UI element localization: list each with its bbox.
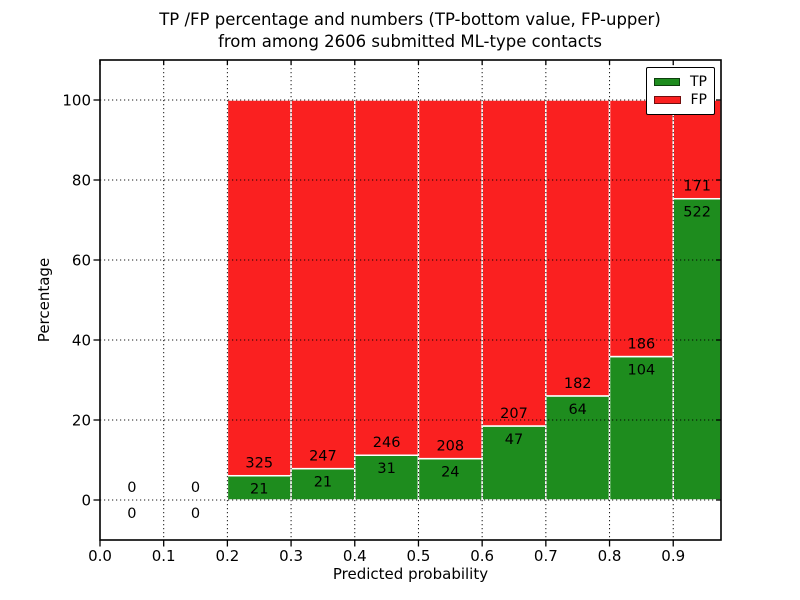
y-tick-label: 40 xyxy=(72,332,91,350)
x-tick-label: 0.3 xyxy=(279,547,303,565)
plot-border xyxy=(99,59,722,541)
fp-value-label: 208 xyxy=(436,439,464,455)
chart-title: TP /FP percentage and numbers (TP-bottom… xyxy=(18,9,800,53)
x-tick-label: 0.6 xyxy=(470,547,494,565)
x-axis-label: Predicted probability xyxy=(332,565,489,583)
x-tick-label: 0.7 xyxy=(534,547,558,565)
tp-value-label: 104 xyxy=(628,363,656,379)
tp-value-label: 522 xyxy=(683,205,711,221)
tp-bar-segment xyxy=(672,197,722,501)
tp-value-label: 64 xyxy=(568,402,586,418)
fp-value-label: 171 xyxy=(683,179,711,195)
tp-value-label: 24 xyxy=(441,465,459,481)
y-tick-label: 0 xyxy=(81,492,91,510)
tp-value-label: 21 xyxy=(314,475,332,491)
tp-bar-segment xyxy=(481,425,547,501)
tp-value-label: 21 xyxy=(250,482,268,498)
fp-bar-segment xyxy=(290,99,356,470)
fp-bar-segment xyxy=(608,99,674,358)
x-tick-label: 0.9 xyxy=(661,547,685,565)
fp-bar-segment xyxy=(226,99,292,477)
x-tick-label: 0.2 xyxy=(215,547,239,565)
fp-value-label: 182 xyxy=(564,376,592,392)
fp-bar-segment xyxy=(417,99,483,460)
legend-item-tp: TP xyxy=(654,75,707,89)
tp-value-label: 31 xyxy=(377,461,395,477)
x-tick-label: 0.0 xyxy=(88,547,112,565)
y-tick-label: 20 xyxy=(72,412,91,430)
fp-value-label: 246 xyxy=(373,435,401,451)
chart-title-line2: from among 2606 submitted ML-type contac… xyxy=(218,32,602,51)
y-tick-label: 100 xyxy=(62,92,91,110)
legend-item-fp: FP xyxy=(654,93,707,107)
fp-value-label: 325 xyxy=(245,456,273,472)
x-tick-label: 0.8 xyxy=(598,547,622,565)
legend: TP FP xyxy=(646,67,715,115)
fp-bar-segment xyxy=(354,99,420,456)
chart-title-line1: TP /FP percentage and numbers (TP-bottom… xyxy=(159,10,661,29)
x-tick-label: 0.1 xyxy=(152,547,176,565)
x-tick-label: 0.4 xyxy=(343,547,367,565)
tp-value-label: 0 xyxy=(191,506,200,522)
fp-value-label: 247 xyxy=(309,449,337,465)
legend-label-fp: FP xyxy=(690,92,708,109)
y-tick-label: 80 xyxy=(72,172,91,190)
fp-value-label: 0 xyxy=(191,480,200,496)
x-tick-label: 0.5 xyxy=(407,547,431,565)
fp-bar-segment xyxy=(481,99,547,427)
tp-value-label: 0 xyxy=(127,506,136,522)
fp-value-label: 207 xyxy=(500,406,528,422)
tp-value-label: 47 xyxy=(505,432,523,448)
y-axis-label: Percentage xyxy=(35,257,53,343)
fp-value-label: 186 xyxy=(628,337,656,353)
y-tick-label: 60 xyxy=(72,252,91,270)
fp-bar-segment xyxy=(545,99,611,397)
tp-color-swatch xyxy=(654,77,680,86)
legend-label-tp: TP xyxy=(690,73,707,90)
fp-color-swatch xyxy=(654,96,681,105)
fp-value-label: 0 xyxy=(127,480,136,496)
